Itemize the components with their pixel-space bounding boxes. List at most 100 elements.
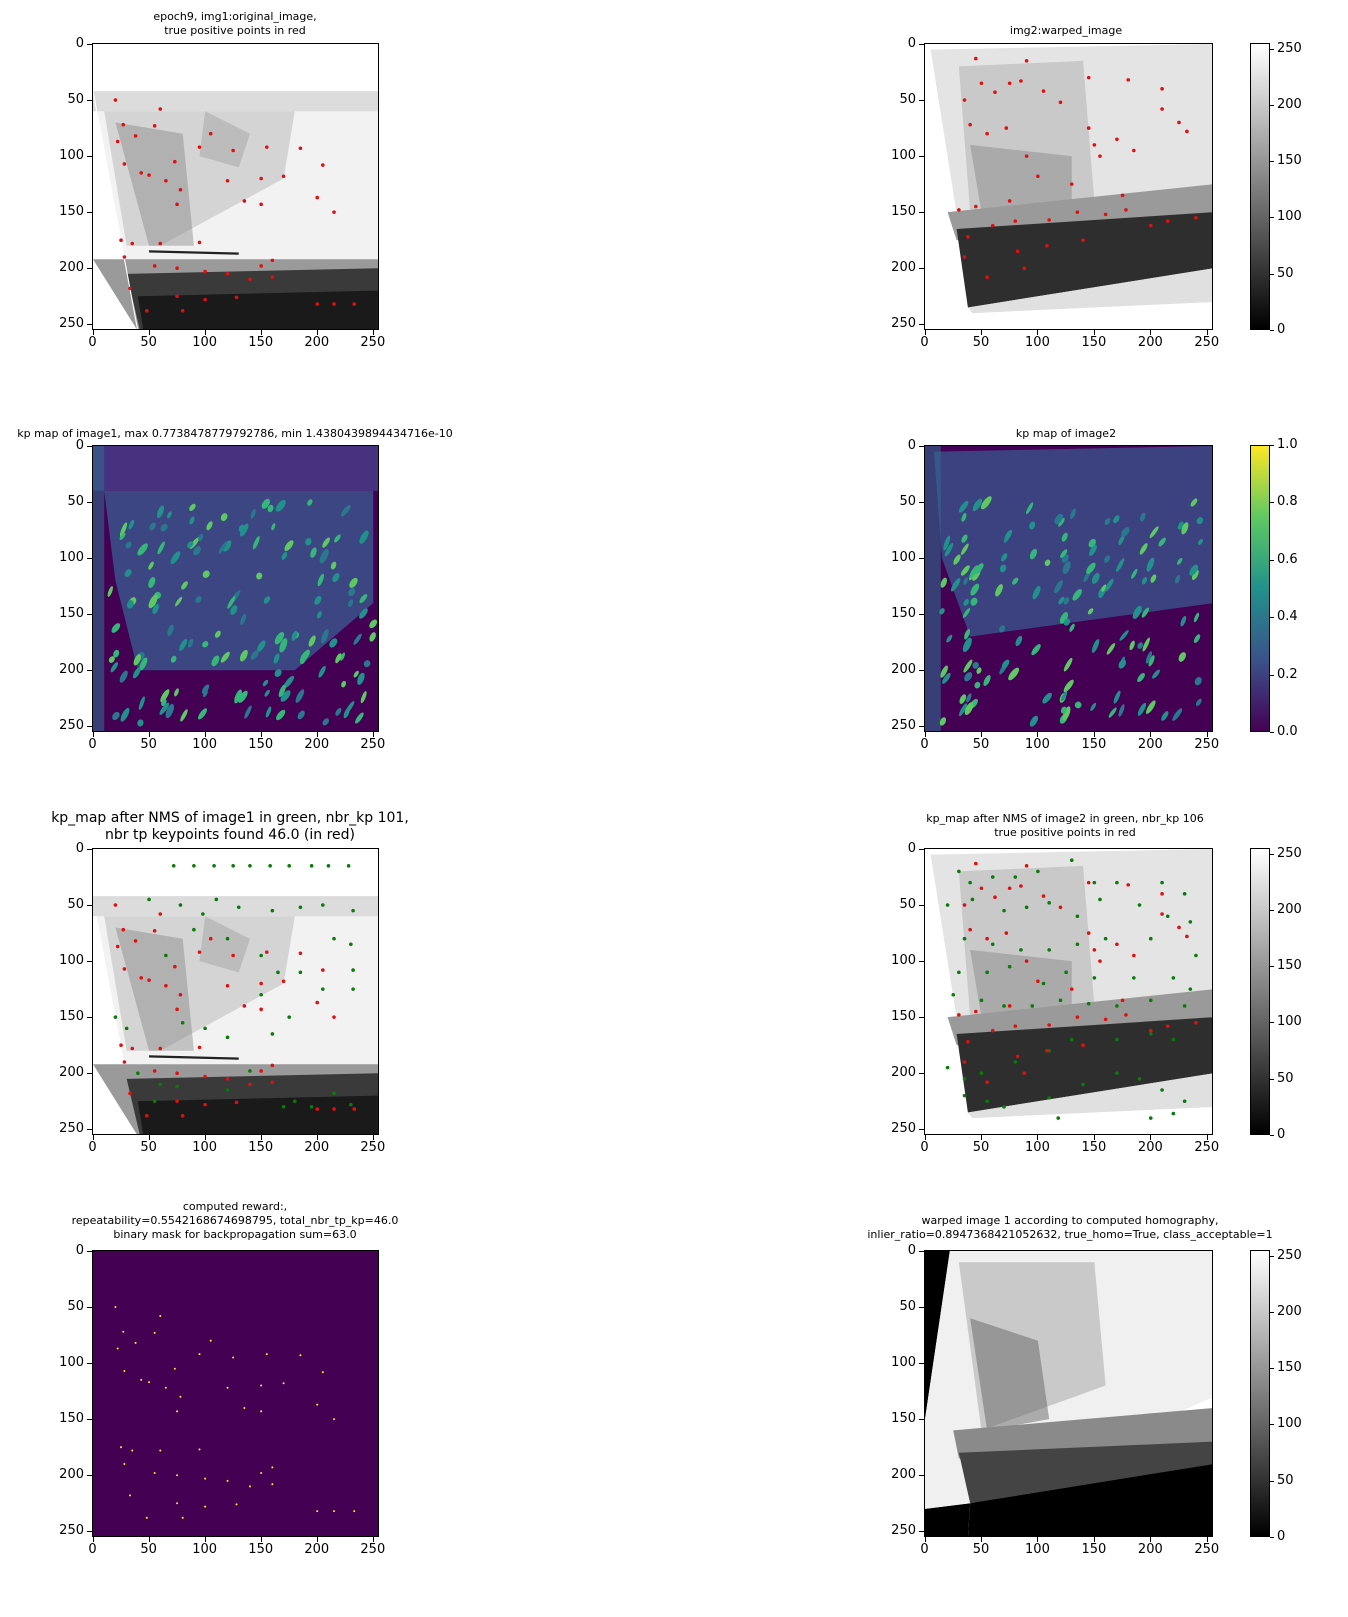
keypoint-marker xyxy=(259,981,263,986)
heatmap-blob xyxy=(995,584,1003,597)
heatmap-blob xyxy=(1104,578,1114,592)
y-tick-mark xyxy=(87,211,92,213)
keypoint-marker xyxy=(197,145,202,149)
heatmap-blob xyxy=(220,513,228,522)
keypoint-marker xyxy=(1137,1077,1142,1081)
keypoint-marker xyxy=(1024,59,1029,63)
keypoint-marker xyxy=(128,286,132,291)
keypoint-marker xyxy=(248,1485,251,1488)
heatmap-blob xyxy=(211,655,220,667)
heatmap-blob xyxy=(214,630,221,638)
heatmap-blob xyxy=(307,499,313,506)
keypoint-marker xyxy=(1036,869,1040,874)
y-tick-mark xyxy=(919,99,924,101)
heatmap-blob xyxy=(187,638,194,648)
keypoint-marker xyxy=(145,1516,148,1519)
keypoint-marker xyxy=(259,992,263,997)
keypoint-marker xyxy=(225,1035,230,1040)
keypoint-marker xyxy=(1132,953,1136,958)
keypoint-marker xyxy=(175,294,179,299)
keypoint-marker xyxy=(962,98,967,102)
kp-heatmap-image2 xyxy=(925,446,1212,731)
heatmap-blob xyxy=(1015,635,1023,647)
x-tick-mark xyxy=(981,330,982,335)
colorbar-tick-mark xyxy=(1270,674,1274,676)
y-tick-label: 100 xyxy=(59,549,84,565)
y-tick-label: 150 xyxy=(59,1008,84,1024)
y-tick-mark xyxy=(919,960,924,962)
heatmap-blob xyxy=(1178,652,1186,662)
heatmap-blob xyxy=(238,690,248,703)
keypoint-marker xyxy=(1160,107,1164,111)
heatmap-blob xyxy=(964,672,973,682)
keypoint-marker xyxy=(1069,987,1074,991)
heatmap-blob xyxy=(160,523,168,532)
keypoint-marker xyxy=(159,1449,162,1452)
keypoint-marker xyxy=(198,1448,201,1451)
keypoint-marker xyxy=(259,1069,263,1073)
keypoint-marker xyxy=(1188,920,1193,924)
keypoint-marker xyxy=(225,1088,230,1092)
keypoint-marker xyxy=(1015,249,1020,254)
x-tick-label: 250 xyxy=(1194,1140,1220,1155)
colorbar-tick-mark xyxy=(1270,966,1274,968)
x-tick-label: 150 xyxy=(1081,1140,1107,1155)
x-tick-label: 100 xyxy=(192,737,218,752)
heatmap-blob xyxy=(297,710,305,720)
keypoint-marker xyxy=(1036,979,1040,984)
keypoint-marker xyxy=(1069,858,1074,863)
colorbar-tick-label: 250 xyxy=(1277,1247,1302,1263)
keypoint-marker xyxy=(158,912,163,916)
keypoint-marker xyxy=(178,903,183,907)
y-tick-mark xyxy=(919,613,924,615)
heatmap-blob xyxy=(244,705,252,719)
keypoint-marker xyxy=(1115,1071,1119,1076)
keypoint-marker xyxy=(164,178,168,183)
heatmap-blob xyxy=(202,570,210,578)
keypoint-marker xyxy=(115,139,120,144)
heatmap-blob xyxy=(341,504,351,517)
heatmap-blob xyxy=(308,635,316,647)
keypoint-marker xyxy=(270,258,275,263)
heatmap-blob xyxy=(274,631,285,645)
heatmap-blob xyxy=(234,689,242,704)
y-tick-mark xyxy=(919,1306,924,1308)
x-tick-label: 100 xyxy=(192,335,218,350)
heatmap-blob xyxy=(1074,701,1082,709)
heatmap-blob xyxy=(276,709,286,721)
keypoint-marker xyxy=(1185,934,1189,939)
keypoint-marker xyxy=(966,1040,970,1044)
keypoint-marker xyxy=(957,869,961,874)
colorbar-tick-label: 0.6 xyxy=(1277,551,1298,567)
keypoint-marker xyxy=(122,967,127,971)
keypoint-marker xyxy=(1024,905,1029,910)
colorbar-tick-label: 150 xyxy=(1277,1360,1302,1376)
y-tick-label: 250 xyxy=(891,315,916,331)
keypoint-marker xyxy=(214,897,219,902)
keypoint-marker xyxy=(259,264,263,268)
keypoint-marker xyxy=(979,998,984,1003)
keypoint-marker xyxy=(198,1353,201,1356)
keypoint-marker xyxy=(225,178,230,183)
x-tick-mark xyxy=(1150,1537,1152,1542)
heatmap-blob xyxy=(223,540,232,552)
keypoint-marker xyxy=(271,1483,274,1486)
keypoint-marker xyxy=(159,1315,162,1318)
keypoint-marker xyxy=(133,134,138,138)
x-tick-label: 150 xyxy=(248,737,274,752)
keypoint-marker xyxy=(332,302,336,306)
heatmap-blob xyxy=(125,541,132,549)
keypoint-marker xyxy=(990,875,995,879)
heatmap-blob xyxy=(218,541,228,554)
x-tick-label: 50 xyxy=(140,737,157,752)
x-tick-label: 0 xyxy=(920,1140,929,1155)
keypoint-marker xyxy=(1058,905,1063,910)
keypoint-marker xyxy=(332,1015,336,1019)
keypoint-marker xyxy=(1041,981,1046,986)
x-tick-mark xyxy=(981,1135,982,1140)
x-tick-mark xyxy=(924,1135,926,1140)
keypoint-marker xyxy=(1098,897,1102,902)
keypoint-marker xyxy=(197,240,202,245)
keypoint-marker xyxy=(287,864,291,868)
heatmap-blob xyxy=(359,593,368,604)
